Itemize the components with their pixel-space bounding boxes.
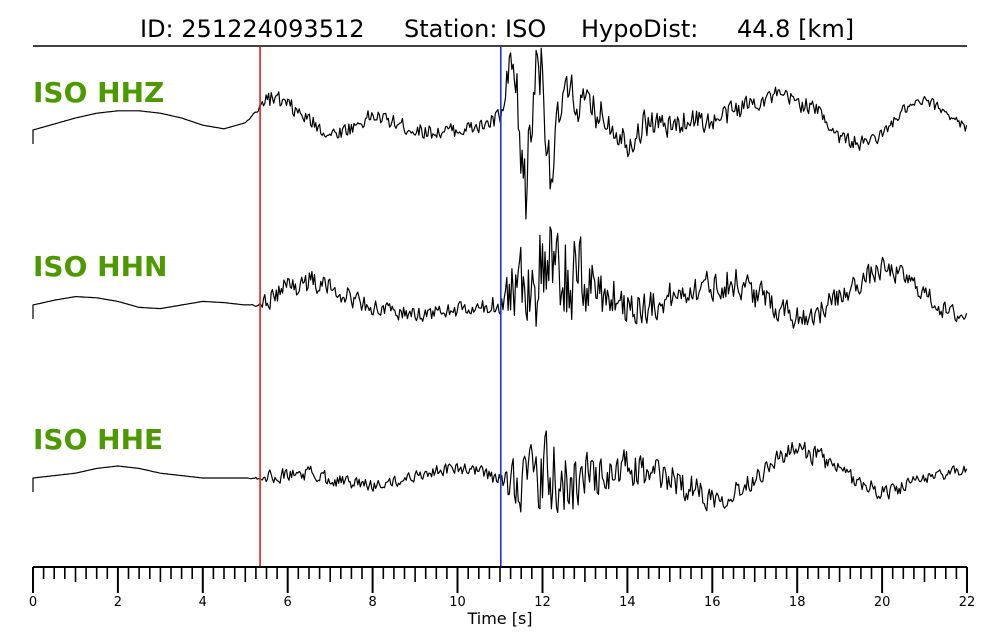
x-tick-label: 14: [619, 595, 636, 610]
x-axis: 0 2 4 6 8 10 12 14 16 18 20 22: [29, 566, 976, 610]
traces-layer: [32, 47, 968, 514]
labels-layer: ISO HHZ ISO HHN ISO HHE: [33, 76, 167, 456]
x-tick-label: 6: [284, 595, 292, 610]
title-hypodist-label: HypoDist:: [581, 15, 698, 43]
x-tick-label: 20: [874, 595, 891, 610]
trace-iso-hhe: [32, 430, 968, 514]
title-id: ID: 251224093512: [140, 15, 365, 43]
x-tick-label: 4: [199, 595, 207, 610]
trace-iso-hhn: [32, 226, 968, 329]
x-tick-label: 12: [534, 595, 551, 610]
trace-label-iso-hhz: ISO HHZ: [33, 76, 164, 109]
trace-iso-hhz: [32, 47, 968, 220]
x-tick-label: 2: [114, 595, 122, 610]
x-axis-title: Time [s]: [466, 609, 532, 628]
x-tick-label: 16: [704, 595, 721, 610]
trace-label-iso-hhn: ISO HHN: [33, 250, 167, 283]
x-tick-label: 22: [959, 595, 976, 610]
x-tick-label: 10: [449, 595, 466, 610]
picks-layer: [259, 46, 502, 567]
x-tick-label: 8: [368, 595, 376, 610]
title-station: Station: ISO: [404, 15, 546, 43]
x-tick-label: 18: [789, 595, 806, 610]
title-hypodist-value: 44.8 [km]: [737, 15, 854, 43]
x-tick-label: 0: [29, 595, 37, 610]
trace-label-iso-hhe: ISO HHE: [33, 423, 163, 456]
